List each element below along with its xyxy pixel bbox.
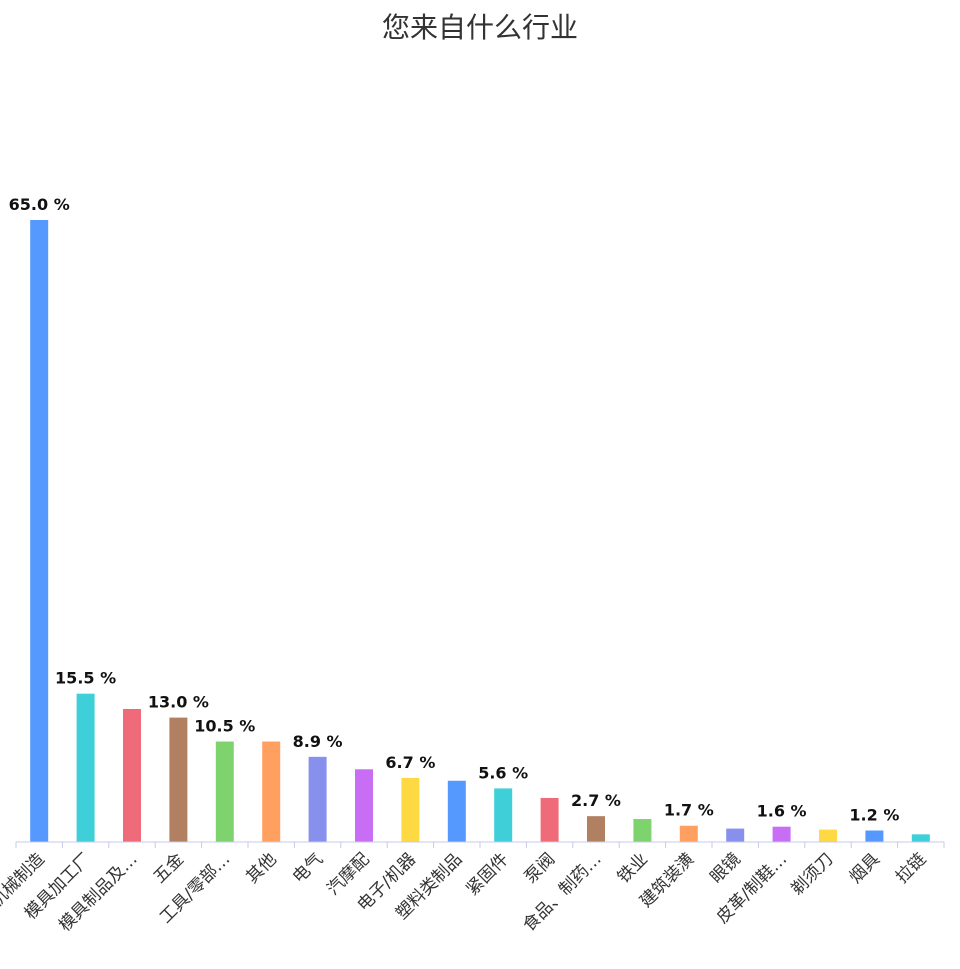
data-label: 13.0 % [148,693,209,712]
category-label: 铁业 [614,849,652,887]
bar[interactable] [726,828,745,842]
bar[interactable] [679,825,698,842]
bar[interactable] [494,788,513,842]
bar[interactable] [401,777,420,842]
chart-title: 您来自什么行业 [381,11,578,44]
category-label: 紧固件 [463,849,513,899]
data-label: 2.7 % [571,791,621,810]
category-label: 拉链 [892,849,930,887]
bar[interactable] [262,741,281,842]
data-label: 1.2 % [849,806,899,825]
data-label: 8.9 % [293,732,343,751]
bar[interactable] [76,693,95,842]
bar[interactable] [772,826,791,842]
category-label: 泵阀 [521,849,559,887]
category-label: 其他 [243,849,281,887]
bar[interactable] [169,717,188,842]
data-label: 15.5 % [55,669,116,688]
bars-group [30,220,930,842]
bar[interactable] [215,741,234,842]
bar[interactable] [587,816,605,842]
bar[interactable] [30,220,49,842]
data-label: 1.7 % [664,801,714,820]
bar[interactable] [911,834,930,842]
data-labels-group: 65.0 % 15.5 % 13.0 % 10.5 % 8.9 % 6.7 % 5.6 % 2… [7,194,901,827]
category-label: 五金 [150,849,188,887]
bar[interactable] [633,819,652,842]
bar[interactable] [123,708,141,842]
data-label: 1.6 % [757,802,807,821]
bar[interactable] [447,780,466,842]
bar[interactable] [308,756,327,842]
x-axis-ticks [15,842,945,848]
bar[interactable] [540,797,559,842]
bar[interactable] [865,830,884,842]
data-label: 10.5 % [194,717,255,736]
category-label: 烟具 [846,849,884,887]
data-label: 6.7 % [385,753,435,772]
bar[interactable] [819,829,837,842]
data-label: 5.6 % [478,763,528,782]
category-label: 剃须刀 [787,849,837,899]
category-label: 电气 [289,849,327,887]
category-label: 眼镜 [707,849,745,887]
data-label: 65.0 % [9,195,70,214]
bar[interactable] [355,769,373,842]
